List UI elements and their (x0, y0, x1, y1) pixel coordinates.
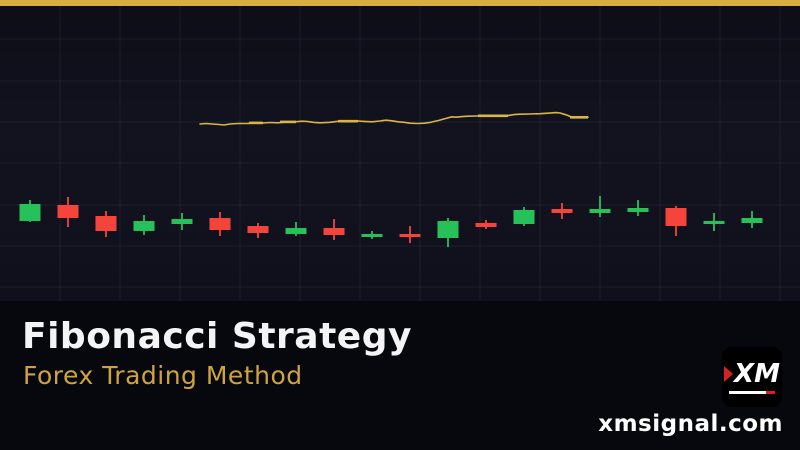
xm-logo: XM (722, 347, 782, 407)
candle-body (209, 218, 231, 230)
candlestick-chart (0, 0, 800, 301)
top-accent-bar (0, 0, 800, 6)
footer-panel: Fibonacci Strategy Forex Trading Method … (0, 301, 800, 450)
page-title: Fibonacci Strategy (22, 316, 412, 357)
candle-body (57, 205, 79, 218)
candle-body (551, 209, 573, 213)
candle-body (285, 228, 307, 234)
xm-arrow-icon (724, 365, 734, 382)
candle-body (627, 208, 649, 212)
website-url: xmsignal.com (598, 411, 783, 437)
candle-body (665, 208, 687, 226)
candle-body (95, 216, 117, 231)
xm-logo-text: XM (734, 358, 780, 389)
candle-body (513, 210, 535, 224)
page-subtitle: Forex Trading Method (23, 361, 303, 390)
candle-body (323, 228, 345, 235)
candle-body (437, 221, 459, 238)
candle-body (247, 226, 269, 233)
price-chart-svg (0, 6, 800, 301)
xm-logo-row: XM (724, 361, 780, 387)
candle-body (133, 221, 155, 231)
candle-body (171, 219, 193, 224)
xm-logo-underline (729, 390, 775, 394)
candle-body (361, 234, 383, 237)
candle-body (741, 218, 763, 223)
candle-body (19, 204, 41, 221)
candle-body (399, 234, 421, 237)
candle-body (475, 223, 497, 227)
candle-body (703, 221, 725, 224)
candle-body (589, 209, 611, 213)
